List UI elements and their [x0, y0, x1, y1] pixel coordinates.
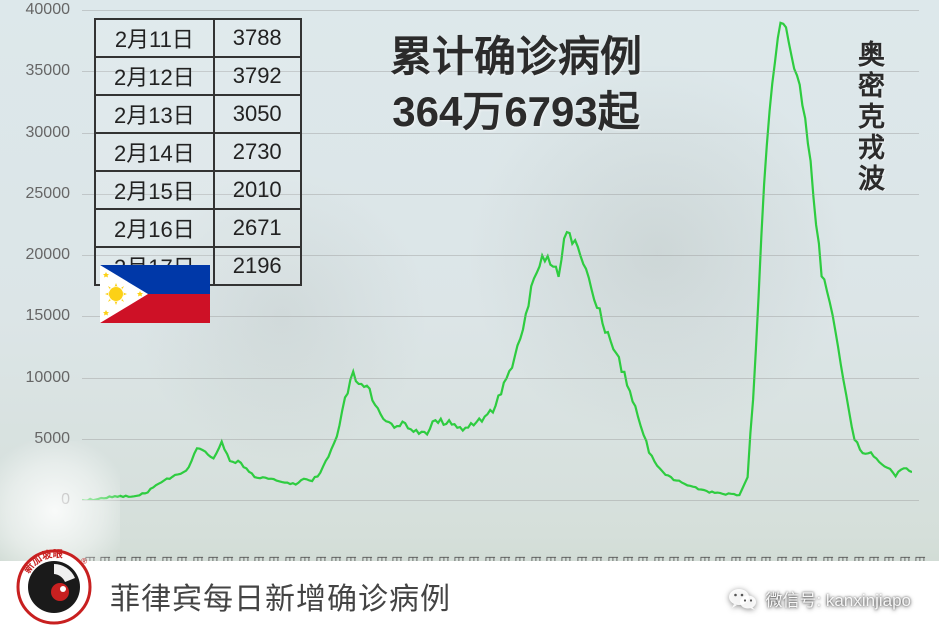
table-value-cell: 3788: [214, 19, 301, 57]
chart-title: 菲律宾每日新增确诊病例: [110, 574, 451, 618]
logo-glow: [0, 441, 120, 561]
omicron-wave-label: 奥密克戎波: [850, 40, 889, 195]
table-value-cell: 3792: [214, 57, 301, 95]
wechat-watermark: 微信号: kanxinjiapo: [729, 586, 911, 611]
table-value-cell: 2196: [214, 247, 301, 285]
wechat-icon: [729, 587, 757, 611]
table-date-cell: 2月14日: [95, 133, 214, 171]
headline-line1: 累计确诊病例: [390, 30, 642, 85]
wechat-label: 微信号: kanxinjiapo: [765, 586, 911, 611]
table-date-cell: 2月16日: [95, 209, 214, 247]
y-tick-label: 30000: [26, 124, 71, 142]
y-tick-label: 40000: [26, 1, 71, 19]
gridline: [82, 10, 919, 11]
table-date-cell: 2月12日: [95, 57, 214, 95]
table-row: 2月14日2730: [95, 133, 301, 171]
headline-line2: 364万6793起: [390, 85, 642, 140]
table-row: 2月11日3788: [95, 19, 301, 57]
table-row: 2月16日2671: [95, 209, 301, 247]
table-row: 2月12日3792: [95, 57, 301, 95]
x-axis: 3月5日3月18日3月31日4月13日4月26日5月9日5月22日6月4日6月1…: [82, 505, 912, 565]
y-tick-label: 20000: [26, 246, 71, 264]
table-value-cell: 2730: [214, 133, 301, 171]
y-tick-label: 10000: [26, 369, 71, 387]
cumulative-headline: 累计确诊病例 364万6793起: [390, 30, 642, 139]
table-date-cell: 2月11日: [95, 19, 214, 57]
y-tick-label: 15000: [26, 307, 71, 325]
table-value-cell: 2671: [214, 209, 301, 247]
table-row: 2月15日2010: [95, 171, 301, 209]
table-date-cell: 2月13日: [95, 95, 214, 133]
table-row: 2月13日3050: [95, 95, 301, 133]
gridline: [82, 378, 919, 379]
table-date-cell: 2月15日: [95, 171, 214, 209]
y-tick-label: 25000: [26, 185, 71, 203]
philippines-flag: [100, 265, 210, 323]
source-logo: 新加坡眼 ®: [15, 548, 93, 626]
gridline: [82, 500, 919, 501]
gridline: [82, 439, 919, 440]
recent-data-table: 2月11日37882月12日37922月13日30502月14日27302月15…: [94, 18, 302, 286]
table-value-cell: 3050: [214, 95, 301, 133]
y-tick-label: 35000: [26, 62, 71, 80]
table-value-cell: 2010: [214, 171, 301, 209]
svg-text:®: ®: [81, 557, 87, 566]
